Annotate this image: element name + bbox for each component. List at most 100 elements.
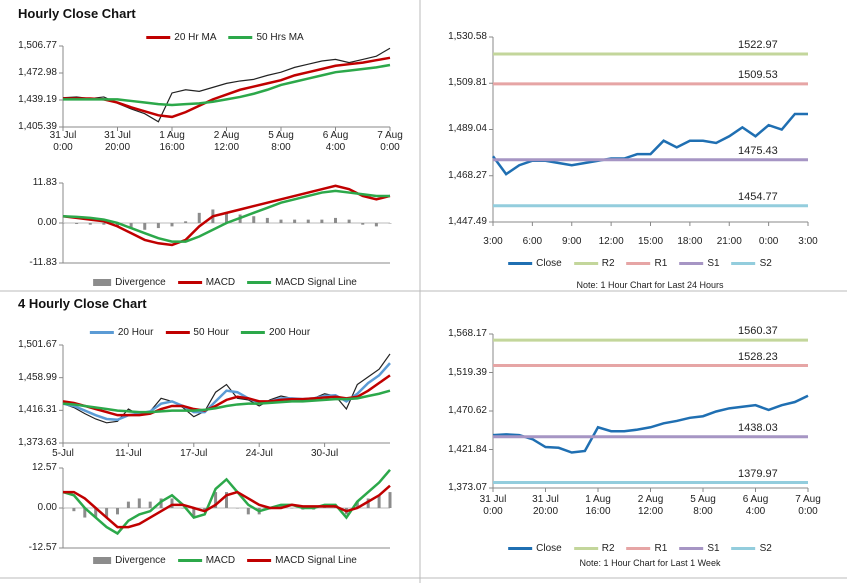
divergence-bar <box>192 508 196 518</box>
legend-swatch <box>165 331 190 334</box>
x-tick-label: 18:00 <box>677 236 703 247</box>
series-line <box>62 469 391 536</box>
x-tick-label: 12:00 <box>598 236 624 247</box>
divergence-bar <box>293 219 297 223</box>
series-line <box>62 374 391 417</box>
legend-swatch <box>177 559 202 562</box>
y-tick-label: 1,421.84 <box>448 443 487 455</box>
legend-swatch <box>228 36 253 39</box>
divergence-bar <box>235 508 239 509</box>
divergence-bar <box>102 223 106 225</box>
legend-label: 50 Hrs MA <box>256 32 304 43</box>
divergence-bar <box>61 223 65 224</box>
legend-swatch <box>247 281 272 284</box>
y-tick-label: 1,373.63 <box>18 437 57 448</box>
divergence-bar <box>129 223 133 229</box>
legend-label: Divergence <box>115 277 166 288</box>
y-tick-label: 1,458.99 <box>18 371 57 383</box>
chart-note: Note: 1 Hour Chart for Last 24 Hours <box>576 280 724 290</box>
divergence-bar <box>334 217 337 223</box>
legend-label: S2 <box>759 258 772 269</box>
legend-item: 50 Hrs MA <box>228 32 304 43</box>
legend-label: Close <box>536 543 562 554</box>
series-line <box>62 184 391 247</box>
x-tick-label: 17-Jul <box>180 448 208 459</box>
y-tick-label: 1,373.07 <box>448 482 487 493</box>
x-tick-label: 6 Aug 4:00 <box>742 494 769 517</box>
legend-item: MACD <box>177 555 236 566</box>
y-tick-label: 1,530.58 <box>448 31 487 42</box>
legend-swatch <box>626 547 651 550</box>
x-tick-label: 6:00 <box>522 236 543 247</box>
legend-swatch <box>146 36 171 39</box>
x-tick-label: 1 Aug 16:00 <box>159 130 185 153</box>
legend-item: MACD <box>177 277 235 288</box>
x-tick-label: 0:00 <box>758 236 779 247</box>
x-tick-label: 5 Aug 8:00 <box>268 130 294 153</box>
divergence-bar <box>374 223 378 227</box>
y-tick-label: 1,439.19 <box>18 93 57 105</box>
x-tick-label: 31 Jul 20:00 <box>104 130 131 153</box>
divergence-bar <box>72 508 76 512</box>
x-tick-label: 5 Aug 8:00 <box>690 494 716 517</box>
y-tick-label: 1,472.98 <box>18 66 57 78</box>
y-tick-label: 1,416.31 <box>18 404 57 416</box>
x-tick-label: 6 Aug 4:00 <box>322 130 349 153</box>
x-tick-label: 15:00 <box>637 236 664 247</box>
divergence-bar <box>197 212 201 223</box>
divergence-bar <box>61 508 65 509</box>
price-line <box>62 47 391 123</box>
y-tick-label: 1,468.27 <box>448 169 487 181</box>
x-tick-label: 31 Jul 0:00 <box>479 494 507 517</box>
divergence-bar <box>184 221 188 223</box>
x-tick-label: 24-Jul <box>245 448 273 459</box>
divergence-bar <box>105 508 109 518</box>
level-label: 1560.37 <box>738 325 778 338</box>
legend-label: MACD <box>205 555 236 566</box>
divergence-bar <box>377 495 381 508</box>
divergence-bar <box>361 223 365 225</box>
y-tick-label: 0.00 <box>37 217 57 228</box>
y-tick-label: 1,568.17 <box>448 328 487 339</box>
divergence-bar <box>347 219 351 223</box>
level-label: 1522.97 <box>738 38 778 51</box>
x-tick-label: 1 Aug 16:00 <box>585 494 611 517</box>
y-tick-label: -11.83 <box>29 257 57 268</box>
legend-item: R1 <box>626 258 667 269</box>
legend-label: R2 <box>601 258 615 269</box>
legend-label: MACD Signal Line <box>275 277 357 288</box>
level-label: 1528.23 <box>738 350 778 363</box>
chart-note: Note: 1 Hour Chart for Last 1 Week <box>579 558 721 568</box>
x-tick-label: 21:00 <box>716 236 742 247</box>
y-tick-label: 1,506.77 <box>18 40 57 51</box>
divergence-bar <box>225 212 228 223</box>
legend-item: Close <box>508 258 562 269</box>
divergence-bar <box>116 508 119 515</box>
legend-label: S1 <box>707 258 720 269</box>
legend-swatch <box>93 557 112 564</box>
legend-item: S1 <box>679 258 720 269</box>
series-line <box>62 362 391 422</box>
legend: Divergence MACD MACD Signal Line <box>93 555 357 566</box>
y-tick-label: 1,501.67 <box>18 339 57 350</box>
divergence-bar <box>214 492 218 508</box>
level-label: 1475.43 <box>738 144 778 157</box>
x-tick-label: 31 Jul 0:00 <box>49 130 77 153</box>
legend-swatch <box>626 262 651 265</box>
x-tick-label: 30-Jul <box>310 448 339 459</box>
divergence-bar <box>225 492 228 508</box>
y-tick-label: 1,405.39 <box>18 121 57 132</box>
legend-item: S2 <box>731 543 772 554</box>
legend-swatch <box>679 547 704 550</box>
divergence-bar <box>170 223 174 227</box>
legend-swatch <box>247 559 272 562</box>
x-tick-label: 7 Aug 0:00 <box>795 494 821 517</box>
legend-item: S2 <box>731 258 772 269</box>
x-tick-label: 9:00 <box>562 236 582 247</box>
divergence-bar <box>355 501 359 508</box>
legend-item: Divergence <box>93 277 166 288</box>
divergence-bar <box>88 223 92 225</box>
divergence-bar <box>320 219 324 223</box>
divergence-bar <box>290 508 294 509</box>
divergence-bar <box>116 223 119 227</box>
